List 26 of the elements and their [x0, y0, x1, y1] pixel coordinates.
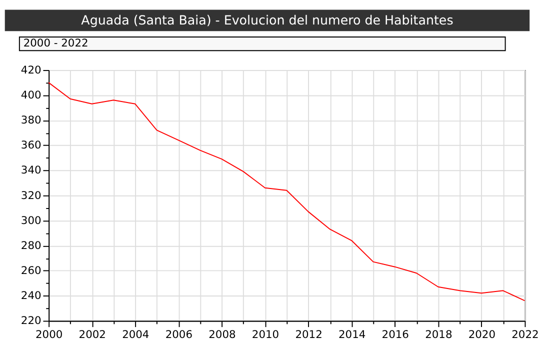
line-series — [48, 82, 526, 302]
y-tick-label: 280 — [20, 238, 42, 252]
x-tick-label: 2002 — [78, 328, 106, 341]
chart-title: Aguada (Santa Baia) - Evolucion del numero de Habitantes — [81, 12, 454, 28]
x-tick-label: 2012 — [295, 328, 322, 341]
y-tick-label: 380 — [20, 114, 42, 127]
x-tick-label: 2016 — [382, 328, 410, 341]
y-tick-label: 240 — [20, 289, 42, 302]
x-tick-label: 2020 — [468, 328, 496, 341]
text: 2000 - 2022 — [23, 36, 88, 50]
y-tick-label: 340 — [20, 164, 42, 177]
y-tick-label: 420 — [20, 63, 42, 76]
x-tick-label: 2022 — [512, 328, 539, 341]
y-tick-label: 300 — [20, 214, 42, 227]
y-tick-label: 320 — [20, 188, 42, 202]
x-tick-label: 2006 — [165, 328, 193, 341]
x-tick-label: 2008 — [208, 328, 236, 341]
y-tick-label: 260 — [20, 264, 42, 278]
x-tick-label: 2000 — [35, 328, 63, 341]
y-tick-label: 220 — [20, 314, 42, 328]
x-tick-label: 2014 — [338, 328, 366, 341]
y-tick-label: 360 — [20, 138, 42, 152]
y-tick-label: 400 — [20, 88, 42, 102]
x-tick-label: 2018 — [425, 328, 452, 341]
x-tick-label: 2010 — [252, 328, 280, 341]
x-tick-label: 2004 — [122, 328, 150, 341]
